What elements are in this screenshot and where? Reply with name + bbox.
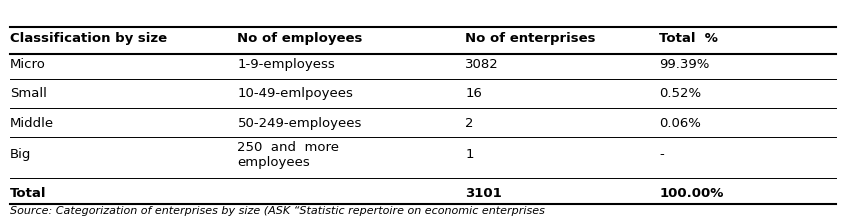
- Text: 2: 2: [465, 117, 474, 130]
- Text: 100.00%: 100.00%: [659, 187, 723, 200]
- Text: 250  and  more
employees: 250 and more employees: [238, 141, 339, 169]
- Text: Source: Categorization of enterprises by size (ASK “Statistic repertoire on econ: Source: Categorization of enterprises by…: [10, 206, 545, 216]
- Text: 50-249-employees: 50-249-employees: [238, 117, 362, 130]
- Text: 1: 1: [465, 148, 474, 161]
- Text: 1-9-employess: 1-9-employess: [238, 58, 335, 71]
- Text: 16: 16: [465, 87, 482, 100]
- Text: Total  %: Total %: [659, 32, 718, 45]
- Text: Small: Small: [10, 87, 47, 100]
- Text: Classification by size: Classification by size: [10, 32, 167, 45]
- Text: 0.06%: 0.06%: [659, 117, 701, 130]
- Text: No of enterprises: No of enterprises: [465, 32, 596, 45]
- Text: Total: Total: [10, 187, 47, 200]
- Text: 3101: 3101: [465, 187, 502, 200]
- Text: Big: Big: [10, 148, 31, 161]
- Text: Micro: Micro: [10, 58, 46, 71]
- Text: No of employees: No of employees: [238, 32, 363, 45]
- Text: 0.52%: 0.52%: [659, 87, 701, 100]
- Text: -: -: [659, 148, 664, 161]
- Text: 10-49-emlpoyees: 10-49-emlpoyees: [238, 87, 354, 100]
- Text: Middle: Middle: [10, 117, 54, 130]
- Text: 99.39%: 99.39%: [659, 58, 710, 71]
- Text: 3082: 3082: [465, 58, 499, 71]
